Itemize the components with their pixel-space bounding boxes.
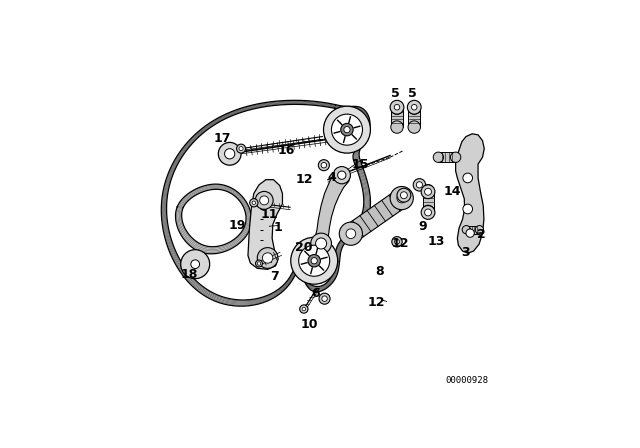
Circle shape [344, 126, 350, 133]
Text: 3: 3 [461, 246, 470, 258]
Circle shape [397, 188, 411, 202]
Polygon shape [456, 134, 484, 253]
Circle shape [340, 124, 353, 136]
Circle shape [260, 196, 269, 205]
Circle shape [302, 307, 305, 311]
Polygon shape [467, 225, 479, 234]
Circle shape [422, 185, 433, 195]
Text: 12: 12 [392, 237, 409, 250]
Circle shape [416, 182, 422, 188]
Circle shape [451, 152, 461, 163]
Circle shape [300, 305, 308, 313]
Text: 12: 12 [367, 296, 385, 309]
Circle shape [321, 163, 326, 168]
Circle shape [408, 102, 420, 114]
Circle shape [250, 198, 258, 207]
Circle shape [262, 253, 273, 263]
Circle shape [421, 185, 435, 198]
Circle shape [239, 146, 243, 151]
Circle shape [422, 205, 433, 216]
Text: 20: 20 [295, 241, 312, 254]
Polygon shape [422, 190, 433, 211]
Polygon shape [316, 168, 351, 250]
Circle shape [316, 238, 326, 249]
Polygon shape [438, 152, 456, 163]
Text: 5: 5 [408, 87, 417, 100]
Text: 7: 7 [270, 270, 279, 283]
Circle shape [322, 296, 327, 302]
Circle shape [218, 142, 241, 165]
Circle shape [463, 204, 472, 214]
Circle shape [421, 206, 435, 220]
Circle shape [391, 102, 403, 114]
Polygon shape [175, 184, 252, 254]
Circle shape [332, 114, 362, 145]
Circle shape [338, 171, 346, 179]
Circle shape [424, 188, 431, 195]
Circle shape [291, 237, 338, 284]
Circle shape [323, 106, 371, 153]
Polygon shape [248, 180, 282, 269]
Circle shape [252, 201, 255, 204]
Circle shape [319, 293, 330, 304]
Circle shape [401, 192, 407, 198]
Circle shape [237, 144, 246, 153]
Circle shape [311, 233, 332, 254]
Text: 10: 10 [300, 318, 318, 331]
Circle shape [476, 225, 484, 234]
Polygon shape [391, 108, 403, 127]
Text: 9: 9 [419, 220, 427, 233]
Circle shape [397, 193, 406, 203]
Circle shape [394, 104, 400, 110]
Circle shape [255, 191, 273, 209]
Circle shape [433, 152, 444, 163]
Circle shape [463, 173, 472, 183]
Text: 11: 11 [260, 208, 278, 221]
Circle shape [413, 179, 426, 191]
Circle shape [466, 229, 474, 237]
Circle shape [462, 225, 470, 234]
Circle shape [257, 248, 278, 268]
Circle shape [407, 100, 421, 114]
Text: 5: 5 [391, 87, 399, 100]
Circle shape [299, 245, 330, 276]
Circle shape [390, 186, 413, 210]
Circle shape [395, 239, 399, 244]
Circle shape [390, 100, 404, 114]
Circle shape [311, 258, 317, 264]
Text: 1: 1 [274, 221, 282, 234]
Circle shape [180, 250, 210, 279]
Text: 00000928: 00000928 [445, 376, 488, 385]
Circle shape [191, 260, 200, 268]
Polygon shape [408, 108, 420, 127]
Text: 17: 17 [214, 132, 232, 145]
Text: 15: 15 [351, 158, 369, 171]
Text: 16: 16 [278, 144, 295, 157]
Circle shape [255, 260, 262, 267]
Text: 6: 6 [311, 287, 319, 300]
Text: 18: 18 [180, 268, 198, 281]
Text: 13: 13 [428, 235, 445, 248]
Circle shape [333, 167, 351, 184]
Circle shape [308, 254, 321, 267]
Circle shape [257, 262, 260, 265]
Circle shape [412, 104, 417, 110]
Circle shape [346, 229, 356, 238]
Circle shape [408, 121, 420, 133]
Polygon shape [161, 100, 371, 306]
Circle shape [225, 149, 235, 159]
Text: 2: 2 [477, 228, 486, 241]
Text: 14: 14 [444, 185, 461, 198]
Text: 4: 4 [327, 172, 336, 185]
Circle shape [318, 159, 330, 171]
Circle shape [339, 222, 362, 246]
Circle shape [424, 209, 431, 216]
Text: 12: 12 [295, 173, 312, 186]
Polygon shape [346, 190, 407, 241]
Text: 19: 19 [229, 219, 246, 232]
Text: 8: 8 [376, 265, 384, 278]
Circle shape [391, 121, 403, 133]
Circle shape [392, 237, 402, 247]
